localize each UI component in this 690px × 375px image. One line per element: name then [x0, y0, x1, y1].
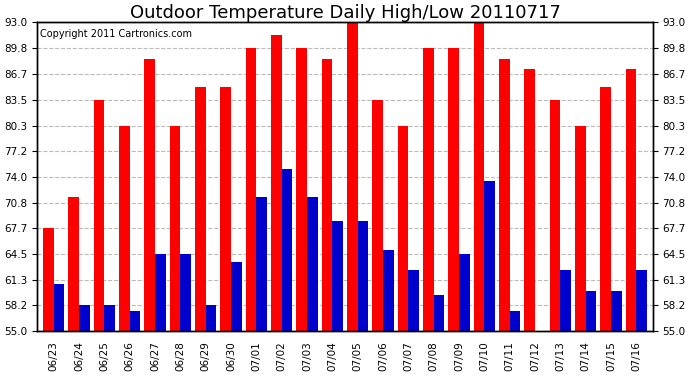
Bar: [144, 59, 155, 331]
Bar: [94, 99, 104, 331]
Bar: [130, 311, 140, 331]
Bar: [271, 34, 282, 331]
Bar: [434, 295, 444, 331]
Bar: [560, 270, 571, 331]
Bar: [423, 48, 434, 331]
Bar: [459, 254, 470, 331]
Bar: [282, 169, 293, 331]
Bar: [484, 181, 495, 331]
Bar: [550, 99, 560, 331]
Bar: [68, 197, 79, 331]
Bar: [322, 59, 333, 331]
Bar: [626, 69, 636, 331]
Bar: [43, 228, 54, 331]
Bar: [575, 126, 586, 331]
Bar: [307, 197, 317, 331]
Bar: [499, 59, 510, 331]
Text: Copyright 2011 Cartronics.com: Copyright 2011 Cartronics.com: [40, 28, 193, 39]
Bar: [206, 305, 216, 331]
Bar: [636, 270, 647, 331]
Bar: [119, 126, 130, 331]
Bar: [220, 87, 231, 331]
Bar: [231, 262, 241, 331]
Bar: [586, 291, 596, 331]
Bar: [408, 270, 419, 331]
Bar: [246, 48, 256, 331]
Bar: [155, 254, 166, 331]
Bar: [256, 197, 267, 331]
Bar: [397, 126, 408, 331]
Bar: [54, 284, 64, 331]
Bar: [195, 87, 206, 331]
Title: Outdoor Temperature Daily High/Low 20110717: Outdoor Temperature Daily High/Low 20110…: [130, 4, 560, 22]
Bar: [296, 48, 307, 331]
Bar: [79, 305, 90, 331]
Bar: [524, 69, 535, 331]
Bar: [347, 22, 357, 331]
Bar: [373, 99, 383, 331]
Bar: [600, 87, 611, 331]
Bar: [383, 250, 394, 331]
Bar: [170, 126, 180, 331]
Bar: [510, 311, 520, 331]
Bar: [357, 222, 368, 331]
Bar: [474, 22, 484, 331]
Bar: [611, 291, 622, 331]
Bar: [333, 222, 343, 331]
Bar: [180, 254, 191, 331]
Bar: [104, 305, 115, 331]
Bar: [448, 48, 459, 331]
